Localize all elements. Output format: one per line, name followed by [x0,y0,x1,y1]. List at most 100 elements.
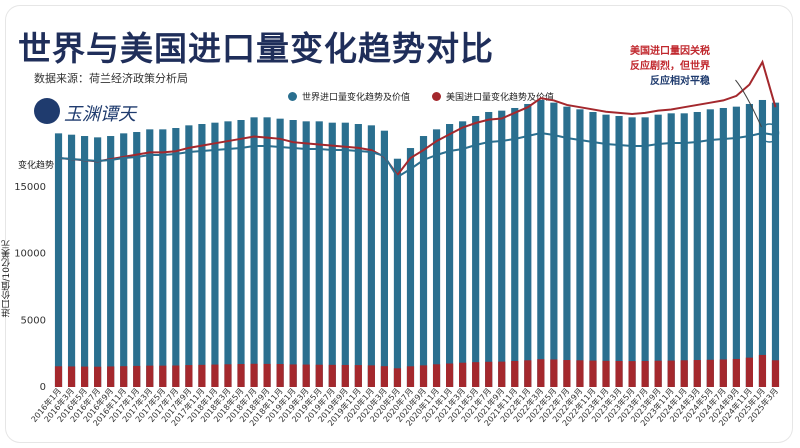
bar-us [289,364,297,387]
bar-us [498,361,506,387]
bar-us [537,359,545,387]
bar-us [107,366,115,387]
bar-world [354,124,362,387]
bar-us [719,359,727,387]
bar-us [315,364,323,387]
bar-us [511,360,519,387]
bar-world [563,106,571,388]
bar-us [302,364,310,387]
bar-world [680,113,688,387]
bar-us [667,360,675,387]
legend-item-us: 美国进口量变化趋势及价值 [432,90,554,103]
bar-world [511,107,519,388]
annotation: 美国进口量因关税 反应剧烈，但世界 反应相对平稳 [630,44,710,89]
bar-world [120,133,128,387]
bar-us [680,360,688,387]
bar-world [159,129,167,387]
bar-us [693,360,701,387]
bar-us [250,363,258,387]
bar-world [328,122,336,388]
bar-world [380,130,388,387]
bar-us [67,366,76,387]
bar-world [289,120,297,387]
bar-world [81,136,89,387]
legend-dot-world [288,92,297,101]
bar-world [485,111,493,388]
bar-world [185,125,193,387]
bar-us [628,361,636,387]
bar-world [537,99,545,387]
bar-us [758,354,767,387]
bar-world [576,109,584,387]
bar-world [107,136,115,387]
legend-label-us: 美国进口量变化趋势及价值 [446,93,555,103]
bar-us [367,365,375,387]
bar-world [459,121,467,388]
bar-world [133,132,141,387]
bar-world [54,133,63,387]
line-world [58,131,776,179]
bar-us [172,365,180,387]
bar-us [615,360,623,387]
bar-world [315,121,323,388]
bar-world [628,117,636,387]
y-tick-label: 10000 [14,249,46,260]
annotation-line-2: 反应剧烈，但世界 [630,61,710,72]
bar-us [446,363,454,387]
bar-us [563,360,571,387]
bar-world [719,107,727,388]
legend-dot-us [432,92,442,101]
bar-us [641,360,649,387]
bar-world [693,111,701,388]
bar-world [667,113,675,387]
bar-world [446,124,454,387]
bar-world [498,110,506,387]
bar-world [172,128,180,387]
bar-us [432,364,441,387]
bar-us [745,357,753,387]
bar-us [706,359,714,387]
bar-us [459,362,467,387]
bar-us [198,364,206,387]
bar-world [732,106,740,388]
bar-us [328,364,336,387]
bar-world [341,122,349,388]
bar-world [237,120,245,387]
bar-world [302,121,310,388]
bar-us [159,365,167,387]
bar-us [94,366,102,387]
bar-us [550,359,558,387]
legend-item-world: 世界进口量变化趋势及价值 [288,90,410,103]
bar-us [276,364,284,387]
bar-world [250,117,258,387]
bar-world [771,102,780,388]
bar-world [406,148,415,387]
bar-us [406,366,415,387]
bar-us [185,365,193,387]
bar-us [485,361,493,387]
data-source: 数据来源：荷兰经济政策分析局 [34,72,188,85]
y-tick-label: 0 [40,382,46,393]
bar-us [380,366,388,387]
bar-us [393,368,402,387]
legend: 世界进口量变化趋势及价值 美国进口量变化趋势及价值 [288,90,554,103]
bar-world [198,124,206,387]
bar-us [133,365,141,387]
bar-world [524,103,532,387]
bar-world [602,114,610,387]
bar-world [367,125,375,387]
annotation-line-3: 反应相对平稳 [650,76,710,87]
bar-us [602,360,610,387]
bar-us [237,364,245,387]
bar-us [54,366,63,387]
bar-world [432,129,441,387]
bar-us [654,360,662,387]
annotation-arrow [735,79,762,128]
line-us [58,59,777,177]
bar-world [224,121,232,388]
bar-us [146,365,154,387]
bar-us [263,363,271,387]
bar-us [341,364,349,387]
bar-us [81,366,89,387]
bar-us [211,364,219,387]
